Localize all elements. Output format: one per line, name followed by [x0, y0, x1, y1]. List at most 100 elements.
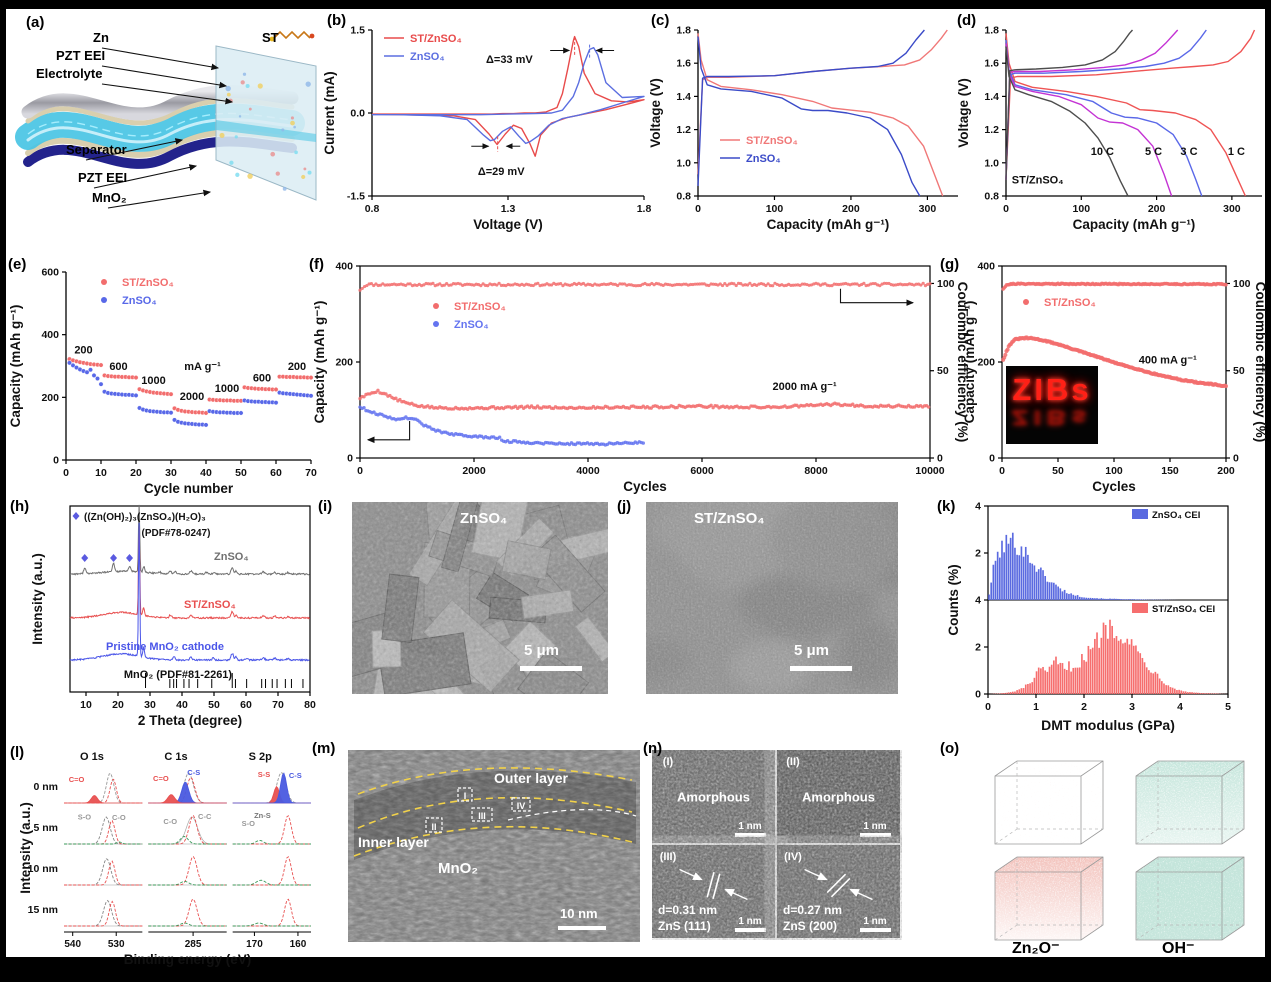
svg-text:70: 70	[272, 699, 284, 711]
svg-text:Amorphous: Amorphous	[677, 790, 750, 805]
gcd-chart: 0 100 200 300 0.8 1.0 1.2 1.4 1.6 1.8 Capacity (mA…	[648, 25, 958, 232]
svg-text:200: 200	[288, 361, 306, 373]
svg-text:ST/ZnSO₄: ST/ZnSO₄	[1012, 174, 1064, 186]
schematic-label-pzt-top: PZT EEI	[56, 48, 106, 63]
svg-text:400 mA g⁻¹: 400 mA g⁻¹	[1139, 355, 1197, 367]
scalebar-label-m: 10 nm	[560, 906, 598, 921]
tofsims-label-oh: OH⁻	[1162, 940, 1195, 957]
svg-text:0: 0	[989, 453, 995, 465]
svg-text:2 Theta (degree): 2 Theta (degree)	[138, 713, 242, 728]
svg-text:0: 0	[695, 203, 701, 215]
panel-tag-b: (b)	[327, 12, 347, 29]
svg-text:O 1s: O 1s	[80, 751, 104, 763]
scalebar-j	[790, 666, 852, 671]
panel-tag-i: (i)	[318, 498, 333, 515]
svg-text:MnO₂ (PDF#81-2261): MnO₂ (PDF#81-2261)	[124, 669, 233, 681]
svg-text:1000: 1000	[141, 375, 165, 387]
svg-text:50: 50	[208, 699, 220, 711]
tofsims-3d-maps	[994, 760, 1245, 941]
sem-texture-znso4	[352, 502, 608, 694]
svg-text:300: 300	[919, 203, 937, 215]
svg-text:Δ=33 mV: Δ=33 mV	[486, 54, 533, 66]
svg-text:C-S: C-S	[289, 771, 302, 780]
panel-tag-d: (d)	[957, 12, 977, 29]
svg-text:ST/ZnSO₄: ST/ZnSO₄	[122, 277, 174, 289]
scalebar-label-i: 5 μm	[524, 642, 560, 659]
svg-text:1.4: 1.4	[676, 91, 691, 103]
xrd-chart: 10 20 30 40 50 60 70 80 2 Theta (degree) Intensit…	[30, 504, 316, 728]
svg-text:Capacity (mAh g⁻¹): Capacity (mAh g⁻¹)	[962, 301, 977, 424]
svg-text:50: 50	[1233, 365, 1245, 377]
svg-text:10 nm: 10 nm	[28, 863, 58, 875]
svg-text:10: 10	[95, 467, 107, 479]
svg-text:Cycles: Cycles	[1092, 479, 1136, 494]
svg-text:Pristine MnO₂ cathode: Pristine MnO₂ cathode	[106, 641, 224, 653]
svg-text:Voltage (V): Voltage (V)	[648, 78, 663, 148]
svg-text:1.8: 1.8	[637, 203, 652, 215]
svg-text:4: 4	[975, 595, 981, 607]
cycling-400-chart: 0 50 100 150 2000200400050100CyclesCapacity …	[962, 261, 1268, 495]
svg-text:Capacity (mAh g⁻¹): Capacity (mAh g⁻¹)	[767, 217, 890, 232]
svg-text:8000: 8000	[804, 465, 828, 477]
tofsims-label-zn2o: Zn₂O⁻	[1012, 940, 1060, 957]
svg-text:200: 200	[335, 357, 353, 369]
svg-text:200: 200	[1148, 203, 1166, 215]
svg-text:Counts (%): Counts (%)	[946, 564, 961, 635]
svg-text:ZnSO₄: ZnSO₄	[214, 551, 249, 563]
xps-depth-profiles: O 1s 540 530 C=O S-O C-O C 1s 285 C=O C-S C-O C-C S …	[18, 751, 311, 967]
svg-text:(PDF#78-0247): (PDF#78-0247)	[142, 528, 211, 539]
svg-text:II: II	[431, 822, 436, 832]
svg-text:1000: 1000	[215, 383, 239, 395]
svg-text:1.3: 1.3	[501, 203, 516, 215]
svg-text:ZnS (200): ZnS (200)	[783, 919, 837, 933]
sem-texture-st-znso4	[646, 502, 898, 694]
svg-text:200: 200	[74, 345, 92, 357]
svg-text:5 C: 5 C	[1145, 146, 1162, 158]
svg-text:2: 2	[975, 642, 981, 654]
sem-image-st-znso4: ST/ZnSO₄ 5 μm	[646, 502, 898, 694]
tem-label-inner: Inner layer	[358, 834, 429, 850]
svg-text:Current (mA): Current (mA)	[322, 71, 337, 154]
svg-text:100: 100	[766, 203, 784, 215]
svg-text:IV: IV	[517, 801, 526, 811]
svg-text:ZnSO₄: ZnSO₄	[746, 153, 781, 165]
schematic-label-zn: Zn	[93, 30, 109, 45]
svg-text:10: 10	[80, 699, 92, 711]
panel-tag-e: (e)	[8, 256, 27, 273]
svg-text:C-S: C-S	[187, 768, 200, 777]
long-cycling-chart: 0 2000 4000 6000 8000 100000200400050100Cycle…	[312, 261, 970, 495]
led-text-reflection: ZIBs	[1011, 405, 1093, 430]
svg-text:0.8: 0.8	[676, 191, 691, 203]
svg-text:1: 1	[1033, 701, 1039, 713]
svg-text:0: 0	[53, 455, 59, 467]
dmt-modulus-histogram: 0 1 2 3 4 5 2 4 ZnSO₄ CEI 0 2 4 ST/ZnSO₄ CEI DMT modu…	[946, 501, 1231, 734]
svg-text:I: I	[464, 791, 467, 801]
svg-text:Coulombic efficiency (%): Coulombic efficiency (%)	[955, 282, 970, 443]
svg-text:Capacity (mAh g⁻¹): Capacity (mAh g⁻¹)	[312, 301, 327, 424]
schematic-label-mno2: MnO₂	[92, 190, 127, 205]
svg-text:Δ=29 mV: Δ=29 mV	[478, 166, 525, 178]
svg-text:C 1s: C 1s	[164, 751, 187, 763]
svg-text:540: 540	[64, 939, 81, 950]
svg-text:Voltage (V): Voltage (V)	[473, 217, 543, 232]
svg-text:ST/ZnSO₄: ST/ZnSO₄	[454, 301, 506, 313]
svg-text:30: 30	[144, 699, 156, 711]
svg-text:Intensity (a.u.): Intensity (a.u.)	[18, 802, 33, 894]
svg-text:2: 2	[975, 548, 981, 560]
svg-text:200: 200	[977, 357, 995, 369]
svg-text:200: 200	[41, 392, 59, 404]
svg-text:ST/ZnSO₄: ST/ZnSO₄	[1044, 297, 1096, 309]
svg-text:0: 0	[63, 467, 69, 479]
svg-text:40: 40	[200, 467, 212, 479]
scalebar-m	[558, 926, 606, 930]
svg-text:Capacity (mAh g⁻¹): Capacity (mAh g⁻¹)	[8, 305, 23, 428]
hrtem-texture: (I) Amorphous 1 nm (II) Amorphous 1 nm (III) d=…	[652, 750, 900, 938]
svg-text:60: 60	[240, 699, 252, 711]
svg-text:20: 20	[112, 699, 124, 711]
svg-text:4: 4	[975, 501, 981, 513]
svg-text:10000: 10000	[915, 465, 944, 477]
svg-text:S 2p: S 2p	[249, 751, 273, 763]
svg-text:(I): (I)	[663, 756, 674, 768]
svg-text:15 nm: 15 nm	[28, 904, 58, 916]
svg-text:Binding energy (eV): Binding energy (eV)	[124, 952, 252, 967]
